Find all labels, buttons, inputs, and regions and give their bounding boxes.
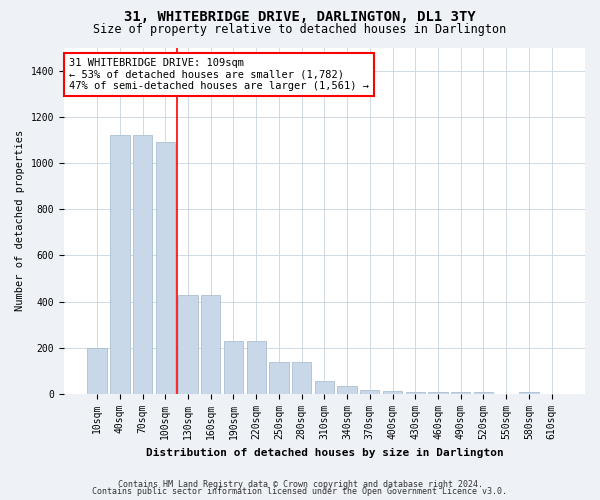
Bar xyxy=(383,390,402,394)
Bar xyxy=(224,341,243,394)
Bar xyxy=(155,142,175,394)
Bar xyxy=(406,392,425,394)
Bar xyxy=(88,348,107,394)
Bar xyxy=(360,390,379,394)
Bar xyxy=(269,362,289,394)
Text: 31, WHITEBRIDGE DRIVE, DARLINGTON, DL1 3TY: 31, WHITEBRIDGE DRIVE, DARLINGTON, DL1 3… xyxy=(124,10,476,24)
Bar xyxy=(474,392,493,394)
Text: Contains public sector information licensed under the Open Government Licence v3: Contains public sector information licen… xyxy=(92,487,508,496)
Y-axis label: Number of detached properties: Number of detached properties xyxy=(15,130,25,312)
Bar xyxy=(428,392,448,394)
Bar xyxy=(178,295,197,394)
Bar xyxy=(133,136,152,394)
Text: Contains HM Land Registry data © Crown copyright and database right 2024.: Contains HM Land Registry data © Crown c… xyxy=(118,480,482,489)
Bar xyxy=(110,136,130,394)
Bar xyxy=(337,386,357,394)
X-axis label: Distribution of detached houses by size in Darlington: Distribution of detached houses by size … xyxy=(146,448,503,458)
Bar xyxy=(247,341,266,394)
Bar xyxy=(519,392,539,394)
Bar xyxy=(315,382,334,394)
Bar xyxy=(201,295,220,394)
Text: Size of property relative to detached houses in Darlington: Size of property relative to detached ho… xyxy=(94,22,506,36)
Bar xyxy=(292,362,311,394)
Bar xyxy=(451,392,470,394)
Text: 31 WHITEBRIDGE DRIVE: 109sqm
← 53% of detached houses are smaller (1,782)
47% of: 31 WHITEBRIDGE DRIVE: 109sqm ← 53% of de… xyxy=(69,58,369,91)
